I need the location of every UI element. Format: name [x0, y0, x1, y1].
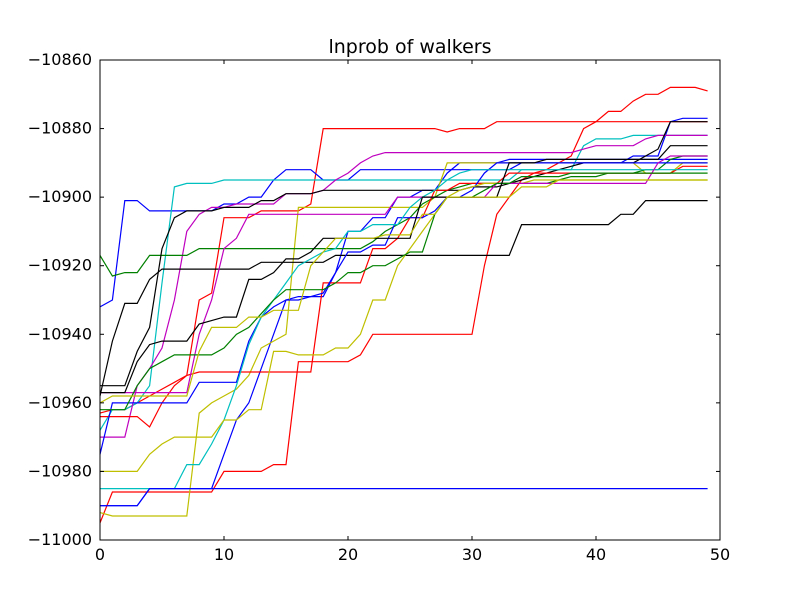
- x-tick-label: 0: [95, 545, 105, 564]
- series-line-15: [100, 155, 708, 394]
- series-line-16: [100, 172, 708, 411]
- x-tick-label: 40: [586, 545, 606, 564]
- y-tick-label: −10860: [28, 50, 92, 69]
- plot-frame: [99, 59, 721, 541]
- y-tick-label: −11000: [28, 530, 92, 549]
- series-line-1: [99, 86, 708, 524]
- series-line-19: [99, 179, 708, 404]
- x-tick-label: 20: [338, 545, 358, 564]
- axes-layer: 0 10 20 30 40 50 −11000 −10980 −10960 −10940 −1092…: [28, 50, 730, 564]
- series-line-2: [99, 121, 708, 414]
- x-tick-label: 30: [462, 545, 482, 564]
- y-tick-label: −10940: [28, 324, 92, 343]
- series-line-5: [99, 134, 708, 431]
- x-tick-label: 10: [214, 545, 234, 564]
- chart-title: lnprob of walkers: [328, 36, 491, 58]
- y-tick-label: −10880: [28, 119, 92, 138]
- x-tick-label: 50: [710, 545, 730, 564]
- series-line-17: [100, 145, 708, 394]
- y-tick-label: −10960: [28, 393, 92, 412]
- y-tick-label: −10980: [28, 461, 92, 480]
- series-line-18: [100, 488, 708, 507]
- series-line-7: [100, 134, 708, 438]
- series-layer: [99, 86, 708, 524]
- y-tick-label: −10900: [28, 187, 92, 206]
- y-tick-label: −10920: [28, 256, 92, 275]
- series-line-13: [100, 169, 708, 490]
- series-line-12: [99, 162, 708, 455]
